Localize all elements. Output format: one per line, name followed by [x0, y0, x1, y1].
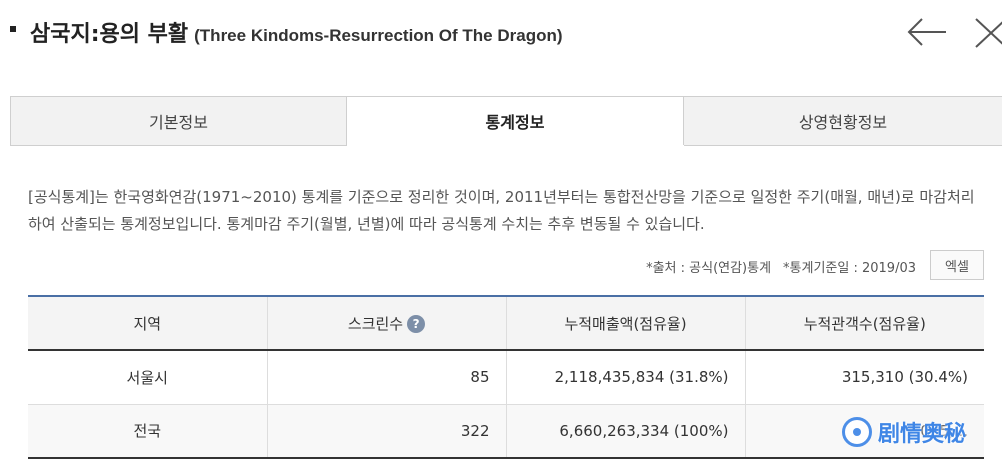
cell-region: 전국: [28, 404, 267, 459]
cell-screens: 322: [266, 404, 506, 459]
cell-revenue: 2,118,435,834 (31.8%): [505, 350, 745, 405]
header-audience: 누적관객수(점유율): [744, 295, 984, 351]
tab-bar: 기본정보 통계정보 상영현황정보: [10, 96, 1002, 146]
source-origin: *출처 : 공식(연감)통계: [646, 261, 772, 276]
close-icon[interactable]: [972, 14, 1002, 50]
tab-screening-status[interactable]: 상영현황정보: [684, 96, 1002, 146]
source-row: *출처 : 공식(연감)통계 *통계기준일 : 2019/03 엑셀: [0, 250, 1002, 280]
movie-title-korean: 삼국지:용의 부활: [30, 22, 189, 47]
statistics-description: [공식통계]는 한국영화연감(1971~2010) 통계를 기준으로 정리한 것…: [28, 188, 975, 233]
source-base-date: *통계기준일 : 2019/03: [783, 261, 916, 276]
header: 삼국지:용의 부활 (Three Kindoms-Resurrection Of …: [0, 0, 1002, 70]
source-info: *출처 : 공식(연감)통계 *통계기준일 : 2019/03: [646, 257, 916, 276]
statistics-table: 지역 스크린수? 누적매출액(점유율) 누적관객수(점유율) 서울시 85 2,…: [28, 295, 984, 459]
cell-audience: 315,310 (30.4%): [744, 350, 984, 405]
table-row: 전국 322 6,660,263,334 (100%) 1,035,...: [28, 404, 984, 459]
movie-title-english: (Three Kindoms-Resurrection Of The Drago…: [194, 26, 563, 45]
table-header-row: 지역 스크린수? 누적매출액(점유율) 누적관객수(점유율): [28, 295, 984, 351]
header-region-label: 지역: [133, 314, 162, 333]
page-title: 삼국지:용의 부활 (Three Kindoms-Resurrection Of …: [30, 16, 563, 48]
header-region: 지역: [28, 295, 267, 351]
header-screens: 스크린수?: [266, 295, 506, 351]
tab-divider: [10, 145, 1002, 146]
excel-download-button[interactable]: 엑셀: [930, 250, 984, 280]
header-audience-label: 누적관객수(점유율): [803, 314, 926, 333]
arrow-left-icon[interactable]: [906, 14, 948, 50]
header-screens-label: 스크린수: [347, 314, 404, 333]
watermark: 剧情奥秘: [842, 410, 1002, 454]
tab-basic-info[interactable]: 기본정보: [10, 96, 347, 146]
watermark-text: 剧情奥秘: [878, 422, 967, 447]
question-circle-icon[interactable]: ?: [407, 315, 426, 333]
header-revenue: 누적매출액(점유율): [505, 295, 745, 351]
tab-statistics-info[interactable]: 통계정보: [347, 96, 684, 146]
cell-revenue: 6,660,263,334 (100%): [505, 404, 745, 459]
watermark-logo-icon: [842, 417, 872, 447]
cell-screens: 85: [266, 350, 506, 405]
header-revenue-label: 누적매출액(점유율): [564, 314, 687, 333]
cell-region: 서울시: [28, 350, 267, 405]
table-row: 서울시 85 2,118,435,834 (31.8%) 315,310 (30…: [28, 350, 984, 405]
title-bullet-icon: [10, 26, 16, 32]
